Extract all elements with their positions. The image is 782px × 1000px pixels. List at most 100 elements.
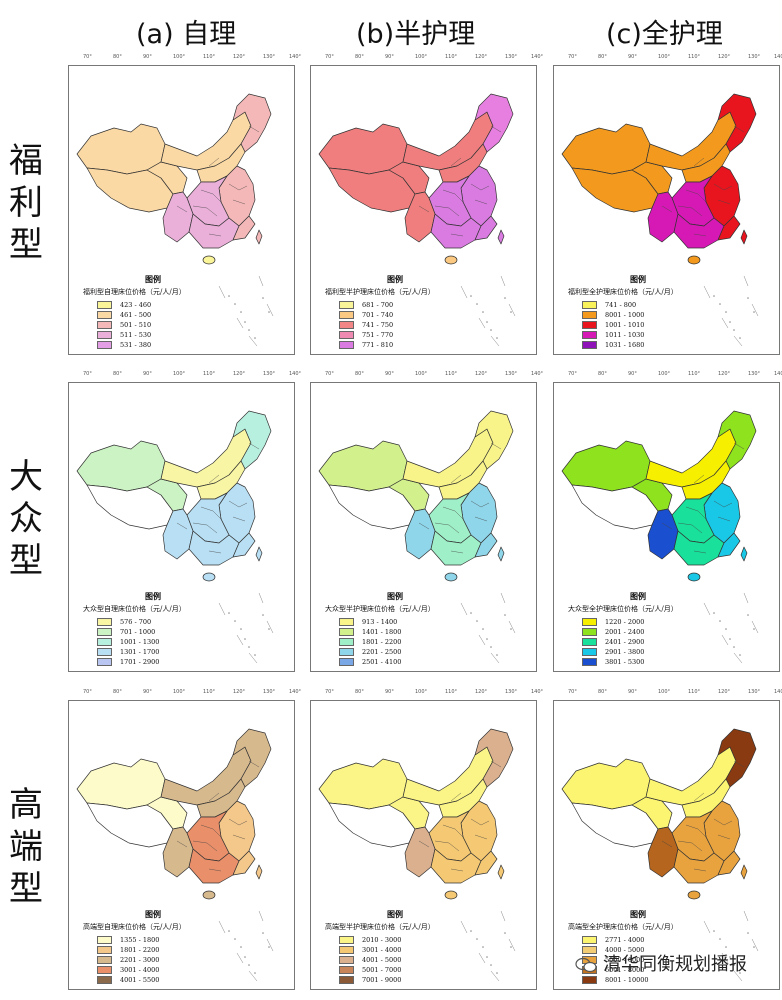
map-legend: 图例 大众型全护理床位价格（元/人/月） 1220 - 2000 2001 - 240… <box>568 591 768 667</box>
region-xinjiang <box>561 123 651 175</box>
region-south-china <box>673 530 725 566</box>
region-hainan <box>687 255 701 265</box>
legend-label: 3001 - 4000 <box>120 966 160 974</box>
legend-swatch <box>339 628 354 636</box>
internal-boundaries <box>418 442 502 554</box>
china-map <box>561 93 759 347</box>
map-panel: 70° 80° 90° 100° 110° 120° 130° 140° <box>310 689 543 990</box>
legend-label: 1011 - 1030 <box>605 331 645 339</box>
longitude-tick: 90° <box>628 689 637 695</box>
row-header-char: 福 <box>9 141 43 181</box>
legend-label: 5000 - 6000 <box>605 956 645 964</box>
region-fujian <box>474 532 498 558</box>
longitude-tick: 120° <box>475 54 488 60</box>
region-southwest <box>647 508 679 560</box>
legend-swatch <box>582 658 597 666</box>
longitude-ticks: 70° 80° 90° 100° 110° 120° 130° 140° <box>69 689 301 699</box>
longitude-tick: 130° <box>263 54 276 60</box>
legend-swatch <box>339 638 354 646</box>
longitude-tick: 130° <box>505 371 518 377</box>
legend-label: 741 - 750 <box>362 321 394 329</box>
legend-item: 5001 - 7000 <box>339 965 525 975</box>
longitude-tick: 90° <box>628 54 637 60</box>
china-map <box>318 93 516 347</box>
region-northeast <box>474 93 514 153</box>
row-header-char: 端 <box>9 827 43 867</box>
legend-item: 423 - 460 <box>97 300 283 310</box>
internal-boundaries <box>661 442 745 554</box>
legend-swatch <box>97 301 112 309</box>
longitude-tick: 100° <box>173 689 186 695</box>
longitude-tick: 80° <box>355 54 364 60</box>
longitude-tick: 140° <box>774 689 782 695</box>
legend-swatch <box>339 936 354 944</box>
legend-swatch <box>339 341 354 349</box>
legend-swatch <box>97 331 112 339</box>
legend-swatch <box>97 966 112 974</box>
south-sea-boundary <box>218 275 274 347</box>
legend-subtitle: 高端型半护理床位价格（元/人/月） <box>325 923 435 931</box>
map-panel: 70° 80° 90° 100° 110° 120° 130° 140° <box>68 371 301 672</box>
legend-label: 1801 - 2200 <box>362 638 402 646</box>
legend-item: 1301 - 1700 <box>97 647 283 657</box>
legend-label: 576 - 700 <box>120 618 152 626</box>
south-sea-boundary <box>703 275 759 347</box>
region-southwest <box>647 191 679 243</box>
south-china-sea-islands <box>713 295 755 339</box>
longitude-tick: 120° <box>233 54 246 60</box>
region-southwest <box>162 191 194 243</box>
legend-label: 2201 - 2500 <box>362 648 402 656</box>
longitude-tick: 140° <box>289 689 302 695</box>
region-taiwan <box>255 864 263 880</box>
legend-title: 图例 <box>630 274 646 284</box>
longitude-tick: 80° <box>113 689 122 695</box>
region-fujian <box>717 850 741 876</box>
watermark-text: 清华同衡规划播报 <box>603 954 747 975</box>
map-panel: 70° 80° 90° 100° 110° 120° 130° 140° <box>310 371 543 672</box>
legend-item: 2001 - 2400 <box>582 627 768 637</box>
map-legend: 图例 福利型半护理床位价格（元/人/月） 681 - 700 701 - 740 741… <box>325 274 525 350</box>
legend-title: 图例 <box>145 909 161 919</box>
south-sea-boundary <box>460 275 516 347</box>
longitude-tick: 130° <box>505 54 518 60</box>
row-header-premium: 高 端 型 <box>6 784 46 910</box>
longitude-tick: 100° <box>658 689 671 695</box>
longitude-tick: 140° <box>531 54 544 60</box>
legend-item: 1220 - 2000 <box>582 617 768 627</box>
region-northeast <box>232 410 272 470</box>
legend-swatch <box>582 618 597 626</box>
longitude-ticks: 70° 80° 90° 100° 110° 120° 130° 140° <box>554 54 782 64</box>
legend-subtitle: 福利型自理床位价格（元/人/月） <box>83 288 186 296</box>
legend-item: 1401 - 1800 <box>339 627 525 637</box>
legend-label: 5001 - 7000 <box>362 966 402 974</box>
legend-swatch <box>339 658 354 666</box>
longitude-tick: 110° <box>203 371 216 377</box>
longitude-tick: 90° <box>385 371 394 377</box>
longitude-ticks: 70° 80° 90° 100° 110° 120° 130° 140° <box>69 371 301 381</box>
region-taiwan <box>497 864 505 880</box>
longitude-tick: 80° <box>598 54 607 60</box>
legend-item: 531 - 380 <box>97 340 283 350</box>
legend-swatch <box>582 638 597 646</box>
legend-swatch <box>339 946 354 954</box>
longitude-tick: 130° <box>505 689 518 695</box>
longitude-tick: 140° <box>531 371 544 377</box>
legend-label: 751 - 770 <box>362 331 394 339</box>
internal-boundaries <box>176 125 260 237</box>
longitude-tick: 100° <box>173 371 186 377</box>
longitude-tick: 70° <box>568 371 577 377</box>
legend-label: 1701 - 2900 <box>120 658 160 666</box>
south-china-sea-islands <box>228 930 270 974</box>
legend-title: 图例 <box>387 591 403 601</box>
longitude-tick: 70° <box>325 689 334 695</box>
longitude-ticks: 70° 80° 90° 100° 110° 120° 130° 140° <box>311 689 543 699</box>
longitude-tick: 110° <box>203 689 216 695</box>
legend-subtitle: 大众型半护理床位价格（元/人/月） <box>325 605 435 613</box>
legend-item: 7001 - 9000 <box>339 975 525 985</box>
longitude-tick: 120° <box>233 371 246 377</box>
row-header-char: 大 <box>9 457 43 497</box>
legend-item: 771 - 810 <box>339 340 525 350</box>
region-taiwan <box>740 546 748 562</box>
longitude-tick: 100° <box>415 54 428 60</box>
map-legend: 图例 大众型半护理床位价格（元/人/月） 913 - 1400 1401 - 1800… <box>325 591 525 667</box>
